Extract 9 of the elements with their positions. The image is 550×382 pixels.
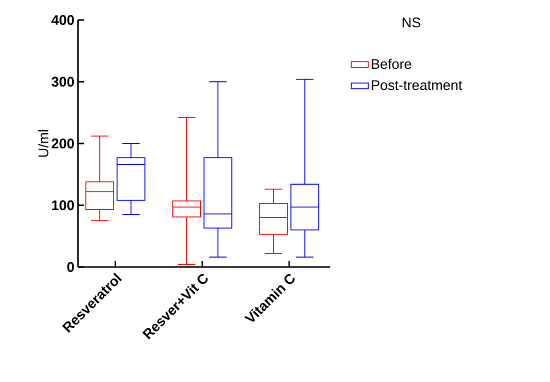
y-tick-label: 300 xyxy=(52,76,74,87)
y-axis-title: U/ml xyxy=(38,130,48,157)
y-tick-label: 400 xyxy=(51,15,74,25)
y-tick-label: 100 xyxy=(52,200,74,210)
y-tick-label: 200 xyxy=(52,138,74,148)
legend-label: Post-treatment xyxy=(372,80,462,90)
y-tick-label: 0 xyxy=(67,262,74,272)
text: NS xyxy=(402,18,420,28)
legend-label: Before xyxy=(372,58,412,69)
